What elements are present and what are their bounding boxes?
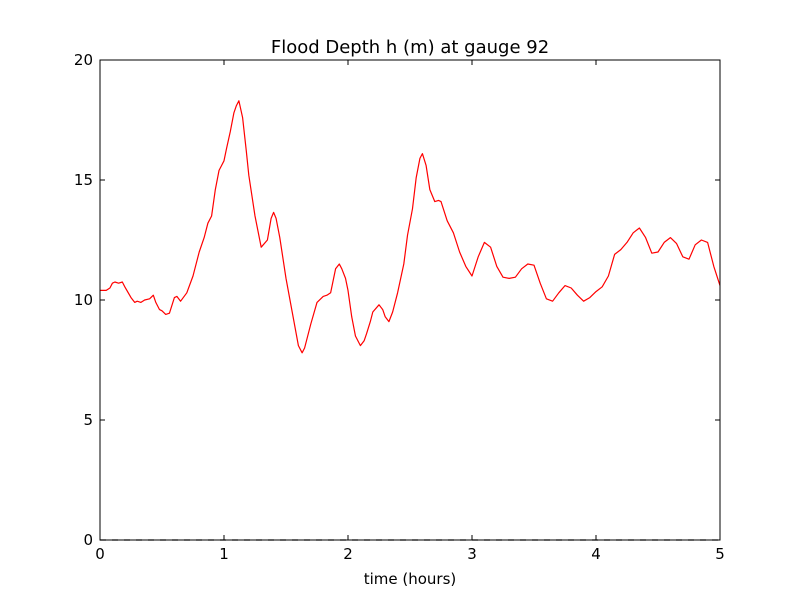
y-tick-label-4: 20 (74, 51, 93, 69)
y-tick-label-1: 5 (83, 411, 93, 429)
x-tick-label-5: 5 (715, 545, 725, 563)
series-layer (100, 100, 721, 541)
x-tick-label-0: 0 (95, 545, 105, 563)
y-tick-label-3: 15 (74, 171, 93, 189)
ticks-layer: 0 1 2 3 4 5 0 5 10 15 20 (74, 51, 725, 563)
series-line-0 (100, 100, 721, 354)
y-tick-label-2: 10 (74, 291, 93, 309)
x-tick-label-4: 4 (591, 545, 601, 563)
x-axis-label: time (hours) (364, 570, 457, 588)
x-tick-label-3: 3 (467, 545, 477, 563)
chart-title: Flood Depth h (m) at gauge 92 (271, 37, 549, 58)
x-tick-label-2: 2 (343, 545, 353, 563)
y-tick-label-0: 0 (83, 531, 93, 549)
x-tick-label-1: 1 (219, 545, 229, 563)
plot-frame (99, 59, 721, 541)
